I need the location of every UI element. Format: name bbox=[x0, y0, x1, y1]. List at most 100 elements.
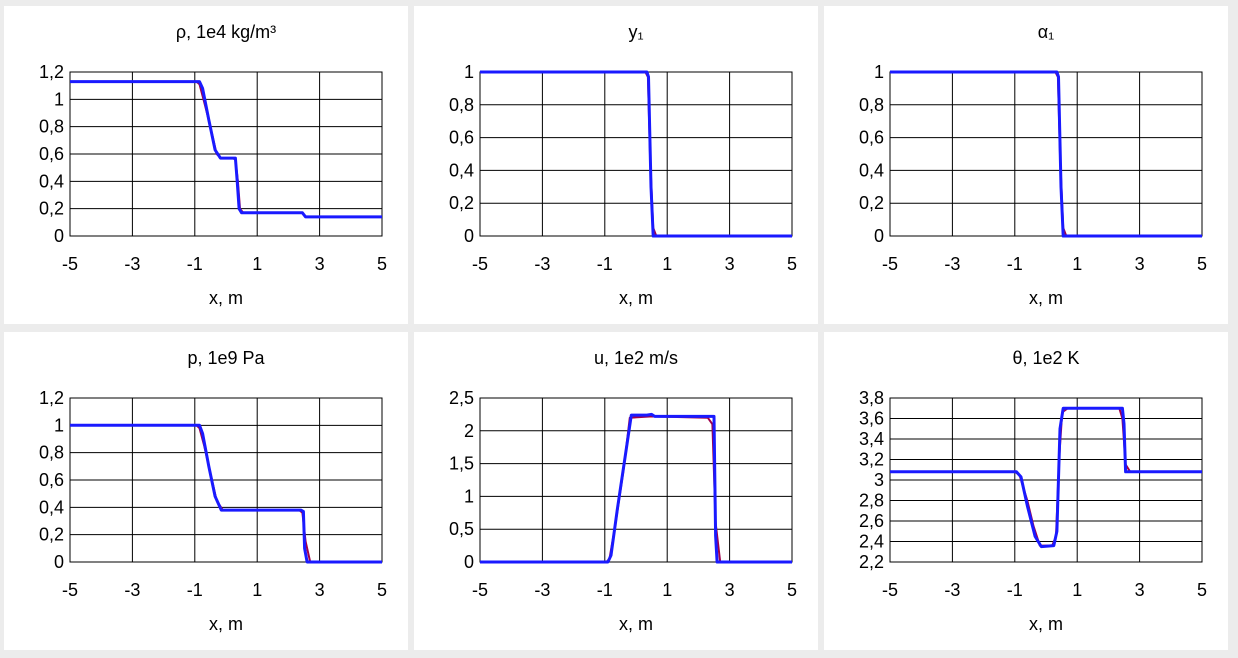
series-line-1 bbox=[70, 424, 382, 563]
x-tick-label: -5 bbox=[472, 580, 488, 600]
chart-svg: ρ, 1e4 kg/m³ 0 0,2 0,4 0,6 0,8 1 1,2 -5 -3 -1 1 3 5 x,… bbox=[39, 22, 387, 308]
y-tick-label: 1,5 bbox=[449, 454, 474, 474]
x-tick-label: -3 bbox=[534, 254, 550, 274]
series-line-2 bbox=[480, 412, 792, 564]
plot-area bbox=[479, 71, 793, 237]
series-line-1 bbox=[890, 407, 1202, 547]
x-tick-label: -5 bbox=[62, 254, 78, 274]
chart-title: y₁ bbox=[628, 22, 643, 42]
x-tick-label: 3 bbox=[315, 254, 325, 274]
y-tick-label: 1 bbox=[464, 486, 474, 506]
y-tick-label: 0 bbox=[874, 226, 884, 246]
x-tick-label: 5 bbox=[787, 254, 797, 274]
x-tick-label: -1 bbox=[187, 254, 203, 274]
x-tick-label: 1 bbox=[1072, 580, 1082, 600]
x-tick-label: -1 bbox=[597, 254, 613, 274]
plot-area bbox=[69, 71, 383, 237]
y-tick-label: 0,2 bbox=[39, 199, 64, 219]
y-tick-label: 0,4 bbox=[449, 160, 474, 180]
series-line-1 bbox=[890, 71, 1202, 237]
chart-svg: y₁ 0 0,2 0,4 0,6 0,8 1 -5 -3 -1 1 3 5 x, m bbox=[449, 22, 797, 308]
grid bbox=[479, 397, 793, 563]
chart-title: p, 1e9 Pa bbox=[187, 348, 265, 368]
y-tick-label: 1 bbox=[54, 415, 64, 435]
x-tick-label: 5 bbox=[377, 580, 387, 600]
x-tick-label: -3 bbox=[944, 580, 960, 600]
chart-svg: θ, 1e2 K2,22,42,62,833,23,43,63,8-5 -3 -1 1… bbox=[859, 348, 1207, 634]
chart-panel-mass-fraction: y₁ 0 0,2 0,4 0,6 0,8 1 -5 -3 -1 1 3 5 x, m bbox=[414, 6, 818, 324]
x-tick-label: -1 bbox=[597, 580, 613, 600]
x-tick-label: 5 bbox=[1197, 580, 1207, 600]
chart-panel-pressure: p, 1e9 Pa 0 0,2 0,4 0,6 0,8 1 1,2 -5 -3 -1 1 3 5 x, m bbox=[4, 332, 408, 650]
y-tick-label: 1 bbox=[54, 89, 64, 109]
y-tick-label: 0,6 bbox=[449, 128, 474, 148]
y-tick-label: 0,5 bbox=[449, 519, 474, 539]
y-tick-label: 3,8 bbox=[859, 388, 884, 408]
y-tick-label: 0,8 bbox=[859, 95, 884, 115]
y-tick-label: 3,2 bbox=[859, 450, 884, 470]
x-axis-label: x, m bbox=[1029, 614, 1063, 634]
x-axis-label: x, m bbox=[1029, 288, 1063, 308]
x-tick-label: 5 bbox=[377, 254, 387, 274]
y-tick-label: 2,6 bbox=[859, 511, 884, 531]
x-tick-label: -3 bbox=[944, 254, 960, 274]
x-tick-label: -5 bbox=[882, 254, 898, 274]
grid bbox=[889, 71, 1203, 237]
chart-panel-density: ρ, 1e4 kg/m³ 0 0,2 0,4 0,6 0,8 1 1,2 -5 -3 -1 1 3 5 x,… bbox=[4, 6, 408, 324]
x-axis-label: x, m bbox=[619, 288, 653, 308]
x-tick-label: 3 bbox=[1135, 580, 1145, 600]
x-axis-label: x, m bbox=[209, 288, 243, 308]
grid bbox=[69, 397, 383, 563]
y-tick-label: 0,8 bbox=[39, 117, 64, 137]
y-tick-label: 0 bbox=[464, 226, 474, 246]
y-tick-label: 0,2 bbox=[39, 525, 64, 545]
y-tick-label: 0,8 bbox=[449, 95, 474, 115]
grid bbox=[69, 71, 383, 237]
y-tick-label: 2,2 bbox=[859, 552, 884, 572]
x-tick-label: -1 bbox=[1007, 580, 1023, 600]
y-tick-label: 3 bbox=[874, 470, 884, 490]
chart-svg: u, 1e2 m/s 0 0,5 1 1,5 2 2,5 -5 -3 -1 1 3 5 x, m bbox=[449, 348, 797, 634]
series-line-1 bbox=[70, 80, 382, 218]
grid bbox=[889, 397, 1203, 563]
plot-area bbox=[69, 397, 383, 563]
y-tick-label: 0,8 bbox=[39, 443, 64, 463]
series-line-2 bbox=[480, 70, 792, 238]
x-tick-label: -5 bbox=[472, 254, 488, 274]
y-tick-label: 0,2 bbox=[449, 193, 474, 213]
x-tick-label: 1 bbox=[662, 254, 672, 274]
x-tick-label: 1 bbox=[1072, 254, 1082, 274]
chart-panel-temperature: θ, 1e2 K 2,2 2,4 2,6 2,8 3 3,2 3,4 3,6 3,8 -5 -3 -1 1… bbox=[824, 332, 1228, 650]
y-tick-label: 0 bbox=[464, 552, 474, 572]
y-tick-label: 1 bbox=[464, 62, 474, 82]
x-tick-label: 3 bbox=[315, 580, 325, 600]
plot-area bbox=[889, 397, 1203, 563]
y-tick-label: 0,4 bbox=[859, 160, 884, 180]
x-tick-label: 1 bbox=[252, 580, 262, 600]
y-tick-label: 3,4 bbox=[859, 429, 884, 449]
y-tick-label: 1 bbox=[874, 62, 884, 82]
x-tick-label: -5 bbox=[62, 580, 78, 600]
chart-svg: α₁ 0 0,2 0,4 0,6 0,8 1 -5 -3 -1 1 3 5 x, m bbox=[859, 22, 1207, 308]
y-tick-label: 2,8 bbox=[859, 491, 884, 511]
grid bbox=[479, 71, 793, 237]
y-tick-label: 2 bbox=[464, 421, 474, 441]
chart-title: α₁ bbox=[1038, 22, 1054, 42]
x-tick-label: 3 bbox=[1135, 254, 1145, 274]
x-tick-label: 1 bbox=[252, 254, 262, 274]
y-tick-label: 1,2 bbox=[39, 62, 64, 82]
y-tick-label: 0,2 bbox=[859, 193, 884, 213]
y-tick-label: 0,4 bbox=[39, 497, 64, 517]
y-tick-label: 0,6 bbox=[859, 128, 884, 148]
chart-svg: p, 1e9 Pa 0 0,2 0,4 0,6 0,8 1 1,2 -5 -3 -1 1 3 5 x, m bbox=[39, 348, 387, 634]
y-tick-label: 1,2 bbox=[39, 388, 64, 408]
y-tick-label: 0,6 bbox=[39, 470, 64, 490]
x-axis-label: x, m bbox=[619, 614, 653, 634]
y-tick-label: 0,6 bbox=[39, 144, 64, 164]
x-tick-label: 5 bbox=[787, 580, 797, 600]
y-tick-label: 2,4 bbox=[859, 532, 884, 552]
chart-title: u, 1e2 m/s bbox=[594, 348, 678, 368]
x-tick-label: -3 bbox=[124, 580, 140, 600]
y-tick-label: 3,6 bbox=[859, 409, 884, 429]
chart-title: ρ, 1e4 kg/m³ bbox=[176, 22, 276, 42]
